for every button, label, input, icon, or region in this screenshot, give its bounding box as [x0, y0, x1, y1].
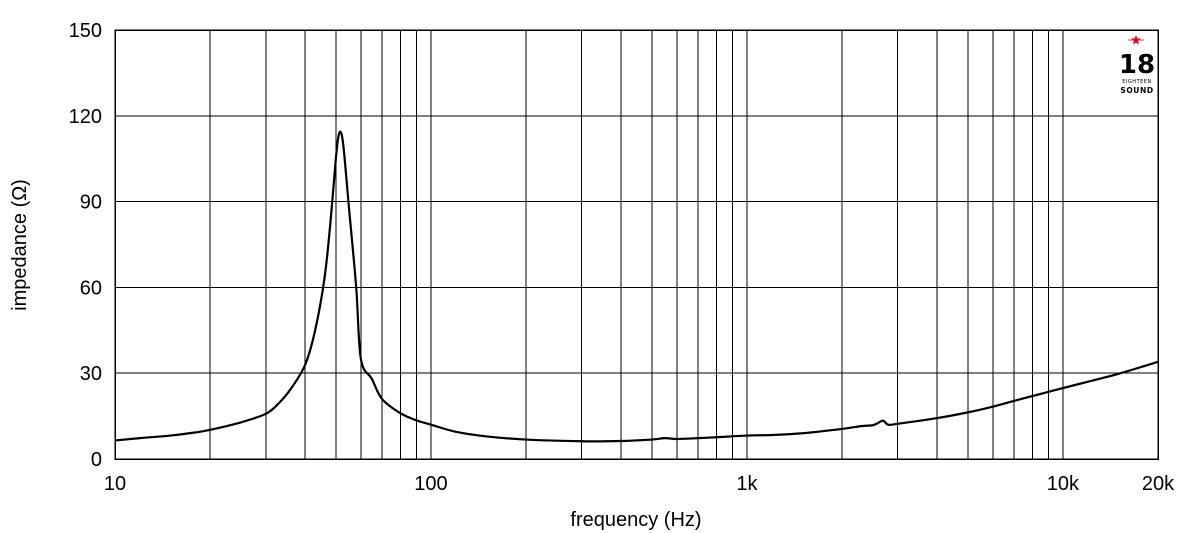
- logo-brand: SOUND: [1120, 86, 1153, 95]
- y-tick-label: 0: [91, 449, 102, 471]
- y-tick-label: 150: [69, 20, 102, 42]
- y-tick-label: 90: [80, 192, 102, 214]
- logo-number: 18: [1119, 50, 1155, 80]
- x-tick-label: 100: [414, 473, 447, 495]
- impedance-curve: [114, 130, 1159, 443]
- logo-small-text: EIGHTEEN: [1122, 79, 1151, 85]
- y-tick-label: 60: [80, 277, 102, 299]
- tick-labels: 10 100 1k 10k 20k 0 30 60 90 120 150: [69, 20, 1175, 495]
- brand-logo: 18 EIGHTEEN SOUND: [1119, 35, 1155, 95]
- x-tick-label: 20k: [1142, 473, 1175, 495]
- grid-lines: [115, 30, 1158, 459]
- y-tick-label: 120: [69, 106, 102, 128]
- curve-layer: [114, 130, 1159, 443]
- y-axis-label: impedance (Ω): [9, 179, 31, 311]
- star-icon: [1128, 35, 1144, 45]
- plot-frame: [114, 29, 1159, 460]
- x-tick-label: 10k: [1047, 473, 1080, 495]
- y-tick-label: 30: [80, 363, 102, 385]
- x-tick-label: 1k: [736, 473, 758, 495]
- x-axis-label: frequency (Hz): [570, 509, 701, 531]
- x-tick-label: 10: [104, 473, 126, 495]
